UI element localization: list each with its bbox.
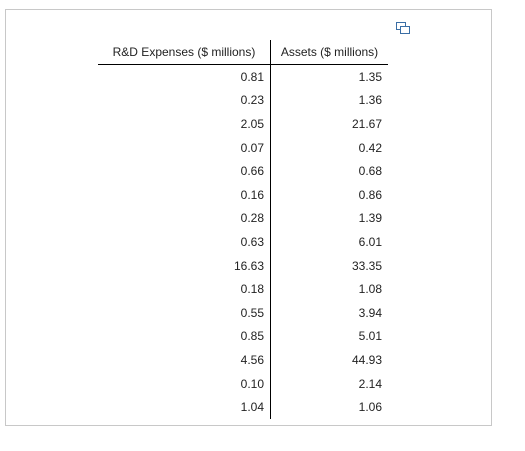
- assets-cell: 0.68: [358, 164, 382, 179]
- rd-expenses-cell: 0.63: [98, 230, 271, 254]
- rd-expenses-cell: 0.23: [98, 88, 271, 113]
- rd-expenses-cell: 4.56: [98, 348, 271, 372]
- assets-cell: 5.01: [358, 329, 382, 344]
- table-row: 4.56 44.93: [98, 348, 388, 372]
- table-row: 0.10 2.14: [98, 371, 388, 396]
- rd-expenses-cell: 0.66: [98, 159, 271, 183]
- table-row: 2.05 21.67: [98, 112, 388, 136]
- rd-expenses-cell: 0.16: [98, 182, 271, 207]
- table-row: 0.81 1.35: [98, 64, 388, 89]
- assets-header: Assets ($ millions): [270, 40, 388, 65]
- assets-cell: 0.42: [358, 140, 382, 155]
- assets-cell: 1.06: [358, 400, 382, 415]
- table-row: 0.07 0.42: [98, 135, 388, 160]
- assets-cell: 1.36: [358, 93, 382, 108]
- assets-cell: 2.14: [358, 376, 382, 391]
- data-table: R&D Expenses ($ millions) Assets ($ mill…: [98, 40, 388, 419]
- rd-expenses-header: R&D Expenses ($ millions): [98, 40, 271, 65]
- table-row: 0.18 1.08: [98, 277, 388, 301]
- table-row: 16.63 33.35: [98, 253, 388, 278]
- assets-cell: 0.86: [358, 187, 382, 202]
- assets-cell: 21.67: [351, 116, 382, 131]
- rd-expenses-cell: 0.07: [98, 135, 271, 160]
- table-body: 0.81 1.35 0.23 1.36 2.05 21.67 0.07 0.42 0.66 0.6…: [98, 64, 388, 419]
- table-row: 0.23 1.36: [98, 88, 388, 113]
- rd-expenses-cell: 0.28: [98, 206, 271, 231]
- rd-expenses-cell: 16.63: [98, 253, 271, 278]
- rd-expenses-cell: 0.85: [98, 324, 271, 349]
- copy-icon[interactable]: [396, 22, 410, 34]
- assets-cell: 1.08: [358, 282, 382, 297]
- table-row: 0.28 1.39: [98, 206, 388, 231]
- assets-cell: 44.93: [351, 352, 382, 367]
- table-row: 0.63 6.01: [98, 230, 388, 254]
- assets-cell: 3.94: [358, 305, 382, 320]
- header-row: R&D Expenses ($ millions) Assets ($ mill…: [98, 40, 388, 65]
- rd-expenses-cell: 0.55: [98, 300, 271, 325]
- assets-cell: 1.39: [358, 211, 382, 226]
- table-row: 0.66 0.68: [98, 159, 388, 183]
- data-panel: R&D Expenses ($ millions) Assets ($ mill…: [5, 9, 492, 426]
- table-row: 0.55 3.94: [98, 300, 388, 325]
- rd-expenses-cell: 0.81: [98, 64, 271, 89]
- rd-expenses-cell: 1.04: [98, 395, 271, 419]
- assets-cell: 33.35: [351, 258, 382, 273]
- assets-cell: 6.01: [358, 234, 382, 249]
- table-row: 1.04 1.06: [98, 395, 388, 419]
- table-row: 0.85 5.01: [98, 324, 388, 349]
- rd-expenses-cell: 0.18: [98, 277, 271, 301]
- table-row: 0.16 0.86: [98, 182, 388, 207]
- assets-cell: 1.35: [358, 69, 382, 84]
- rd-expenses-cell: 2.05: [98, 112, 271, 136]
- rd-expenses-cell: 0.10: [98, 371, 271, 396]
